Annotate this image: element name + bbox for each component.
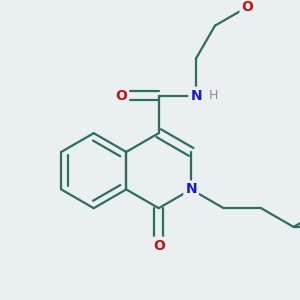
Text: N: N bbox=[190, 89, 202, 103]
Text: O: O bbox=[115, 89, 127, 103]
Text: O: O bbox=[242, 0, 254, 14]
Text: N: N bbox=[185, 182, 197, 197]
Text: O: O bbox=[153, 239, 165, 253]
Text: H: H bbox=[208, 89, 218, 102]
